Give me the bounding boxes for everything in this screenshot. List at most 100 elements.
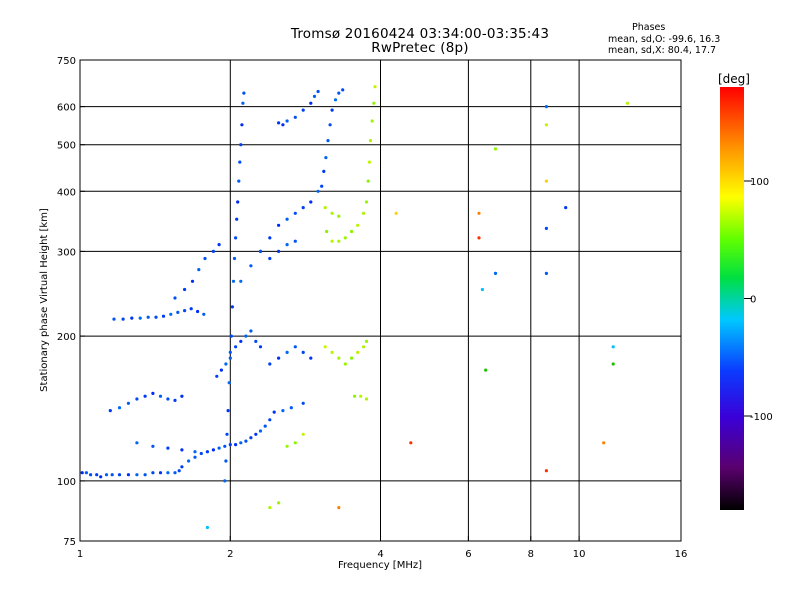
data-point-o [108, 409, 112, 413]
data-point-o [173, 471, 177, 475]
data-point-o [236, 200, 240, 204]
colorbar-tick-label: 100 [750, 177, 769, 188]
data-point-o [544, 105, 549, 109]
data-point-x [293, 441, 297, 445]
data-point-o [199, 451, 203, 456]
data-point-x [330, 211, 334, 215]
data-point-scattered [480, 287, 484, 292]
x-tick-label: 2 [227, 549, 233, 560]
data-point-o [193, 450, 197, 454]
data-point-o [146, 315, 150, 319]
data-point-o [277, 356, 281, 360]
phase-stats-o: mean, sd,O: -99.6, 16.3 [608, 34, 721, 45]
y-tick-label: 200 [57, 332, 76, 343]
data-point-o [240, 123, 244, 127]
data-point-o [226, 409, 230, 413]
data-point-o [135, 473, 139, 477]
data-point-o [268, 418, 272, 422]
data-point-o [117, 406, 122, 410]
data-point-o [158, 471, 163, 475]
data-point-o [234, 345, 238, 349]
data-point-o [258, 249, 263, 253]
data-point-o [333, 98, 338, 102]
data-point-o [227, 381, 231, 385]
data-point-o [241, 101, 245, 105]
data-point-o [244, 334, 248, 338]
colorbar-label: [deg] [718, 72, 750, 86]
data-point-o [289, 406, 293, 410]
data-point-x [330, 239, 334, 243]
data-point-o [95, 473, 99, 477]
data-point-o [268, 236, 272, 240]
data-point-o [281, 409, 285, 413]
data-point-o [239, 279, 243, 283]
data-point-x [364, 397, 369, 401]
data-point-o [254, 432, 258, 436]
data-point-o [177, 469, 181, 473]
x-tick-label: 1 [77, 549, 83, 560]
data-point-o [169, 312, 173, 316]
data-point-scattered [477, 236, 481, 240]
data-point-o [272, 410, 276, 414]
data-point-o [322, 169, 326, 173]
data-point-o [249, 436, 253, 440]
data-point-x [364, 339, 369, 343]
data-point-o [235, 217, 239, 221]
x-tick-label: 8 [528, 549, 534, 560]
data-point-o [293, 345, 297, 349]
data-point-o [309, 356, 313, 360]
data-point-x [301, 432, 305, 436]
data-point-x [277, 501, 281, 505]
data-point-o [183, 309, 187, 313]
data-point-o [268, 362, 272, 366]
colorbar-ticks: 100 0 -100 [744, 177, 773, 423]
data-point-o [228, 443, 232, 447]
data-point-x [353, 394, 357, 398]
data-point-o [126, 401, 130, 405]
data-point-scattered [602, 441, 606, 445]
grid-lines [80, 60, 681, 541]
data-point-o [166, 471, 170, 475]
phase-stats-heading: Phases [632, 22, 666, 33]
data-point-o [121, 317, 125, 321]
data-point-o [234, 443, 238, 447]
data-point-o [239, 339, 243, 343]
data-point-o [258, 429, 263, 433]
data-point-x [337, 214, 341, 218]
data-point-o [112, 317, 116, 321]
data-point-o [217, 243, 221, 247]
data-point-o [277, 121, 281, 125]
data-point-scattered [409, 441, 413, 445]
data-point-scattered [544, 469, 549, 473]
data-point-o [316, 189, 320, 193]
x-tick-label: 6 [465, 549, 471, 560]
chart-subtitle: RwPretec (8p) [371, 40, 469, 56]
data-point-o [143, 473, 147, 477]
data-point-o [151, 471, 155, 475]
data-point-o [231, 279, 236, 283]
data-point-x [330, 350, 334, 354]
data-point-o [493, 271, 498, 275]
data-point-o [301, 206, 305, 210]
data-point-o [99, 475, 103, 479]
data-point-x [285, 444, 289, 448]
data-point-o [242, 91, 246, 95]
data-point-scattered [205, 525, 209, 530]
data-point-o [110, 473, 114, 477]
data-point-o [187, 459, 191, 463]
data-point-o [301, 350, 305, 354]
colorbar [720, 87, 744, 510]
data-point-o [293, 115, 297, 119]
data-point-o [135, 397, 139, 401]
data-point-o [228, 356, 232, 360]
data-point-o [330, 108, 334, 112]
data-point-o [161, 314, 166, 318]
data-point-o [328, 123, 332, 127]
data-point-o [158, 394, 163, 398]
data-point-scattered [484, 368, 488, 372]
data-point-o [237, 179, 241, 183]
data-point-o [151, 391, 155, 395]
data-point-o [230, 305, 234, 309]
data-point-o [312, 94, 317, 98]
y-tick-label: 600 [57, 103, 76, 114]
